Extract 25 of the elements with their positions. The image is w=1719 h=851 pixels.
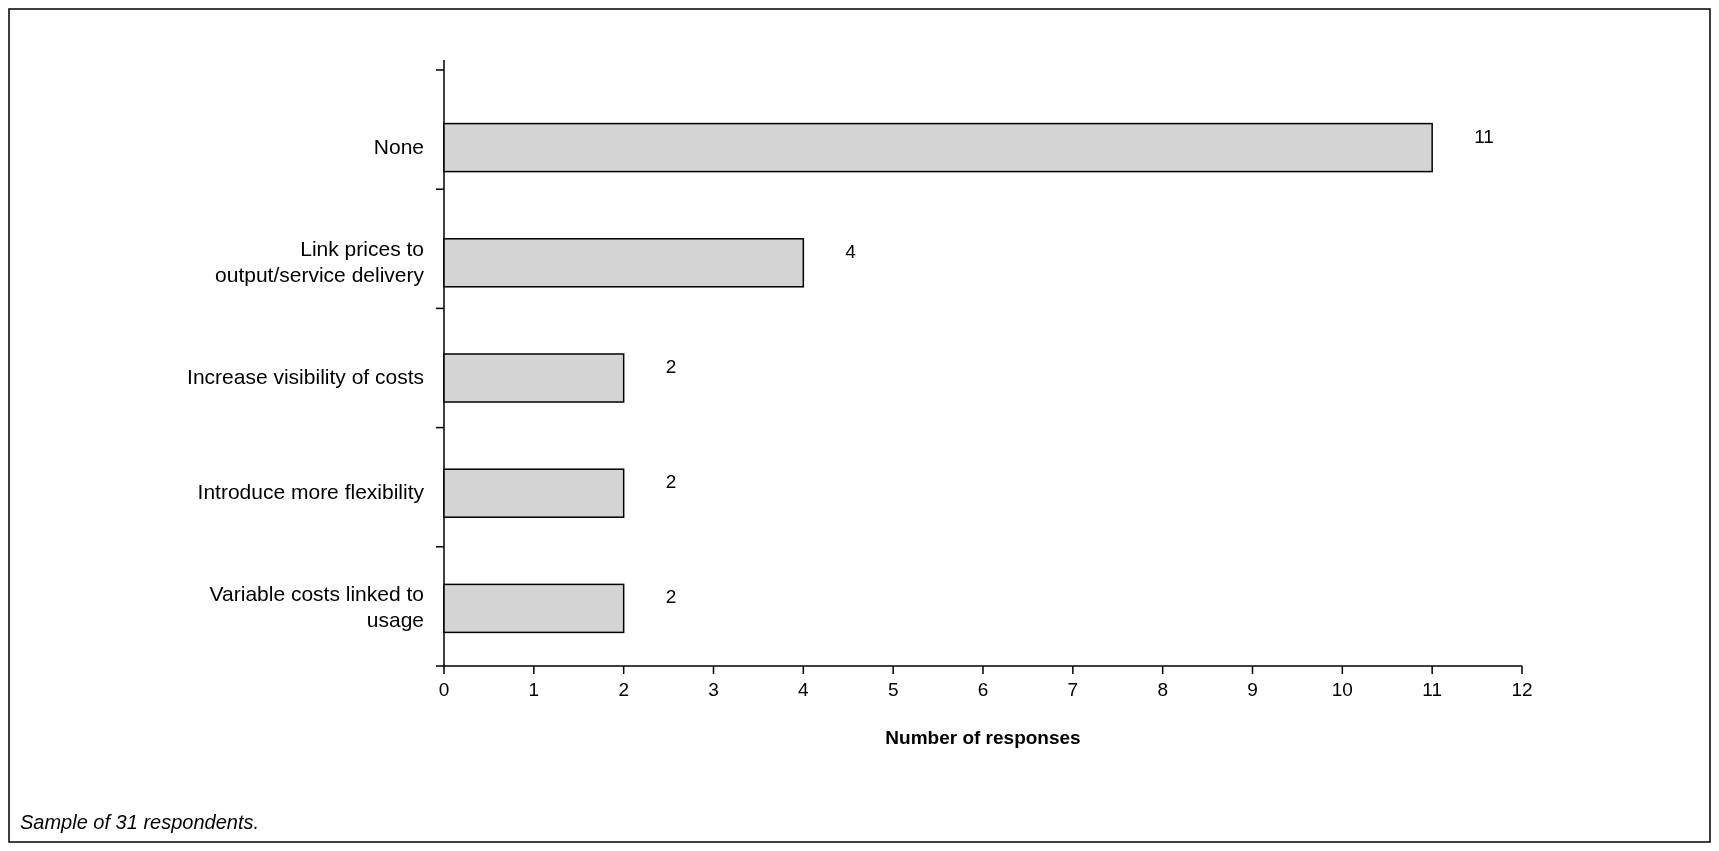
data-label: 2 [665, 586, 677, 608]
y-tick-label: Introduce more flexibility [197, 479, 425, 503]
x-tick-label: 1 [528, 679, 540, 700]
data-label: 2 [665, 356, 677, 378]
x-tick-label: 12 [1511, 679, 1533, 700]
y-tick-label: None [373, 134, 424, 158]
x-tick-label: 7 [1067, 679, 1079, 700]
x-tick-label: 6 [977, 679, 989, 700]
data-label: 11 [1474, 125, 1494, 147]
data-label: 4 [845, 240, 857, 262]
text: Sample of 31 respondents. [20, 811, 260, 833]
x-tick-label: 11 [1422, 679, 1443, 700]
y-tick-label: Link prices to output/service delivery [215, 236, 425, 286]
x-tick-label: 9 [1247, 679, 1258, 700]
x-tick-label: 4 [798, 679, 810, 700]
x-tick-label: 3 [708, 679, 719, 700]
x-tick-label: 10 [1331, 679, 1353, 700]
data-label: 2 [665, 471, 677, 493]
y-tick-label: Variable costs linked to usage [209, 581, 424, 631]
x-axis-title: Number of responses [885, 727, 1081, 748]
x-tick-label: 2 [618, 679, 629, 700]
y-tick-label: Increase visibility of costs [187, 364, 424, 388]
x-tick-label: 8 [1157, 679, 1168, 700]
x-tick-label: 0 [438, 679, 450, 700]
x-tick-label: 5 [887, 679, 899, 700]
